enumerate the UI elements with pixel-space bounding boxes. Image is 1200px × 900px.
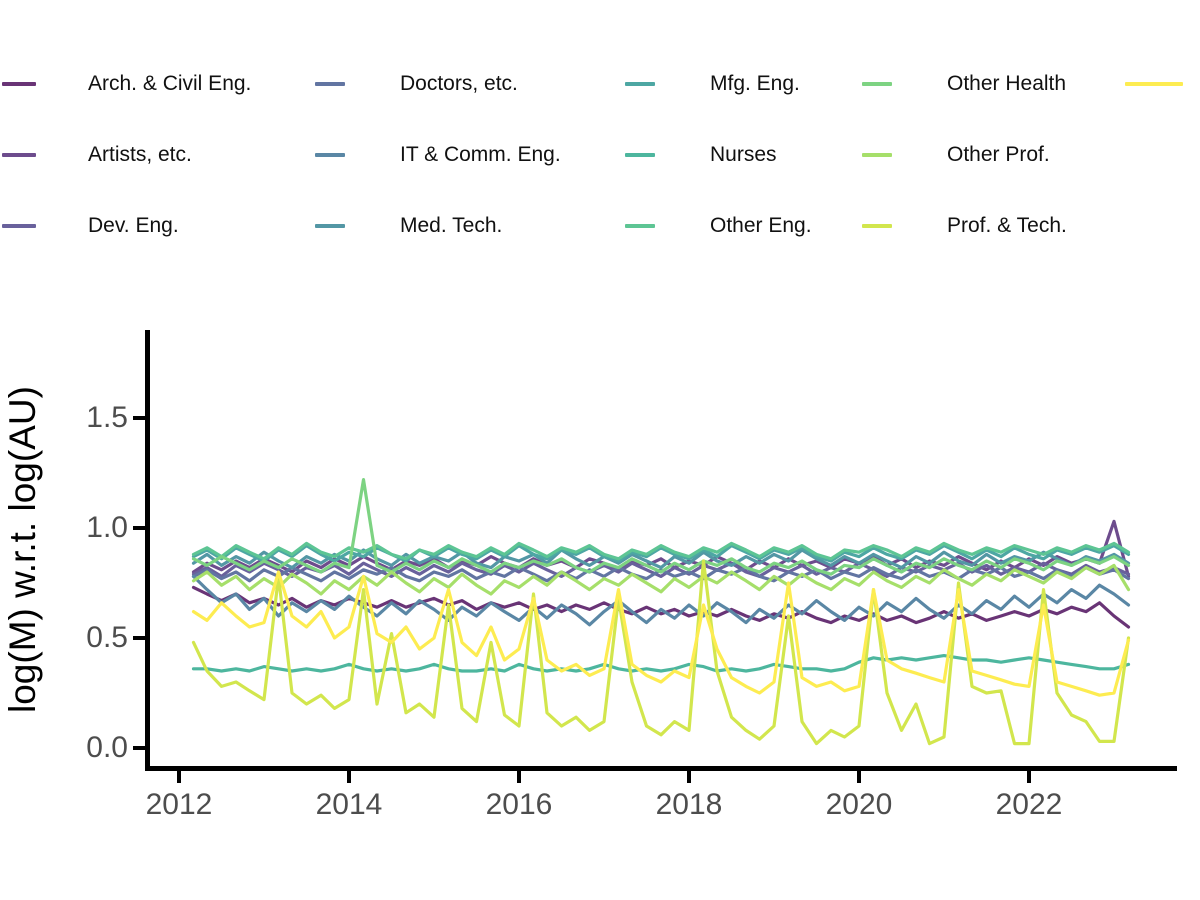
- y-tick-label: 0.0: [86, 731, 128, 764]
- series-line-prof-tech: [191, 559, 1131, 746]
- legend-key-line: [862, 82, 892, 86]
- legend-label: Doctors, etc.: [400, 72, 518, 95]
- x-tick-mark: [347, 771, 351, 783]
- legend-label: Prof. & Tech.: [947, 214, 1067, 237]
- x-tick-label: 2016: [485, 788, 553, 821]
- x-tick-label: 2022: [995, 788, 1063, 821]
- x-tick-mark: [857, 771, 861, 783]
- legend-key-line: [2, 82, 36, 86]
- series-line-other-prof: [191, 563, 1131, 596]
- legend-label: Artists, etc.: [88, 143, 192, 166]
- legend-label: Other Eng.: [710, 214, 812, 237]
- legend-key-line: [625, 82, 655, 86]
- legend-key-line: [625, 224, 655, 228]
- y-tick-mark: [133, 416, 145, 420]
- y-tick-label: 0.5: [86, 621, 128, 654]
- x-tick-label: 2018: [655, 788, 723, 821]
- legend-label: Med. Tech.: [400, 214, 503, 237]
- legend-label: Nurses: [710, 143, 777, 166]
- x-tick-mark: [177, 771, 181, 783]
- legend-label: Other Health: [947, 72, 1067, 95]
- y-tick-label: 1.0: [86, 511, 128, 544]
- y-tick-label: 1.5: [86, 401, 128, 434]
- legend-key-line: [862, 153, 892, 157]
- x-tick-mark: [1027, 771, 1031, 783]
- legend-key-line: [315, 224, 345, 228]
- y-tick-mark: [133, 746, 145, 750]
- y-axis-line: [145, 330, 150, 771]
- legend-label: Other Prof.: [947, 143, 1050, 166]
- y-tick-mark: [133, 636, 145, 640]
- legend-label: Mfg. Eng.: [710, 72, 800, 95]
- x-tick-label: 2012: [145, 788, 213, 821]
- legend-label: Dev. Eng.: [88, 214, 179, 237]
- legend-label: Arch. & Civil Eng.: [88, 72, 252, 95]
- series-line-nurses: [191, 653, 1131, 673]
- legend-key-line: [862, 224, 892, 228]
- x-axis-line: [145, 766, 1177, 771]
- series-line-other-health: [191, 478, 1131, 576]
- legend-key-line: [625, 153, 655, 157]
- series-line-other-eng: [191, 541, 1131, 561]
- y-tick-mark: [133, 526, 145, 530]
- x-tick-label: 2020: [825, 788, 893, 821]
- x-tick-mark: [517, 771, 521, 783]
- legend-key-line: [315, 153, 345, 157]
- legend-key-line: [2, 224, 36, 228]
- x-tick-mark: [687, 771, 691, 783]
- series-line-it-comm-eng: [191, 574, 1131, 627]
- series-line-mfg-eng: [191, 543, 1131, 563]
- legend-key-line: [2, 153, 36, 157]
- legend-key-line: [315, 82, 345, 86]
- x-tick-label: 2014: [315, 788, 383, 821]
- series-line-dev-eng: [191, 561, 1131, 579]
- series-line-series-13: [191, 570, 1131, 697]
- legend-label: IT & Comm. Eng.: [400, 143, 561, 166]
- legend-key-line: [1125, 82, 1183, 86]
